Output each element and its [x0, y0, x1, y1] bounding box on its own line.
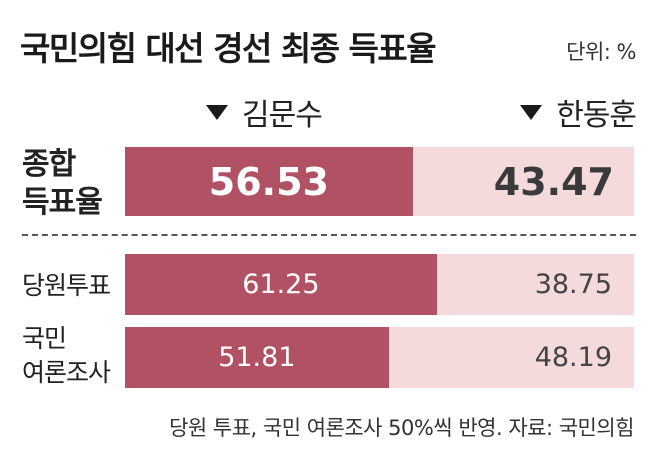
unit-label: 단위: % [566, 40, 636, 64]
bar-row-poll: 51.81 48.19 [125, 327, 634, 388]
data-label-b: 48.19 [534, 342, 612, 373]
bar-row-party: 61.25 38.75 [125, 254, 634, 315]
row-label-line: 국민 [22, 324, 67, 353]
bar-segment-a [125, 147, 413, 216]
divider-dashed [22, 234, 636, 236]
row-label-line: 당원투표 [22, 271, 111, 300]
data-label-a: 61.25 [242, 269, 320, 300]
data-label-a: 51.81 [218, 342, 296, 373]
row-label-line: 여론조사 [22, 358, 111, 387]
legend-candidate-a-label: 김문수 [242, 98, 323, 133]
legend-candidate-b-label: 한동훈 [556, 98, 637, 133]
bar-segment-a [125, 254, 437, 315]
row-label-total: 종합 득표율 [22, 146, 103, 222]
bar-segment-a [125, 327, 389, 388]
triangle-down-icon [520, 104, 543, 120]
chart-title: 국민의힘 대선 경선 최종 득표율 [20, 29, 437, 68]
footer-note: 당원 투표, 국민 여론조사 50%씩 반영. 자료: 국민의힘 [169, 416, 634, 440]
data-label-b: 38.75 [534, 269, 612, 300]
row-label-line: 득표율 [22, 185, 103, 220]
row-label-line: 종합 [22, 147, 76, 182]
data-label-a: 56.53 [208, 159, 329, 204]
row-label-poll: 국민 여론조사 [22, 322, 111, 390]
legend-candidate-b: 한동훈 [520, 92, 637, 133]
row-label-party: 당원투표 [22, 269, 111, 303]
legend-candidate-a: 김문수 [206, 92, 323, 133]
triangle-down-icon [206, 104, 228, 120]
bar-row-total: 56.53 43.47 [125, 147, 634, 216]
data-label-b: 43.47 [493, 159, 614, 204]
